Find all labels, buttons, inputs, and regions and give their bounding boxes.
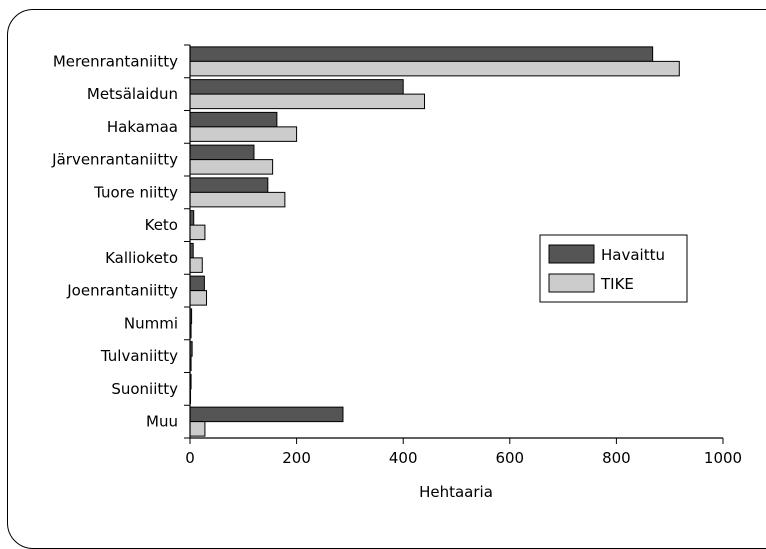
- x-axis-title: Hehtaaria: [419, 483, 493, 501]
- category-label: Metsälaidun: [87, 85, 178, 103]
- bar-chart: Merenrantaniitty Metsälaidun Hakamaa Järven…: [51, 44, 742, 501]
- legend-label-tike: TIKE: [600, 275, 634, 293]
- category-label: Tulvaniitty: [100, 347, 178, 365]
- category-label: Tuore niitty: [93, 183, 178, 201]
- category-label: Suoniitty: [111, 380, 178, 398]
- category-label: Järvenrantaniitty: [51, 151, 178, 169]
- x-tick-label: 200: [282, 449, 311, 467]
- bar-havaittu-3: [189, 144, 255, 161]
- bar-havaittu-1: [189, 79, 404, 95]
- bar-havaittu-0: [189, 46, 654, 62]
- axes-group: [184, 44, 724, 444]
- legend: Havaittu TIKE: [539, 234, 688, 303]
- category-label: Joenrantaniitty: [66, 282, 178, 300]
- bar-tike-3: [189, 159, 274, 175]
- category-label: Keto: [145, 216, 178, 234]
- bar-tike-6: [189, 257, 203, 273]
- tick-labels: 0 200 400 600 800 1000: [185, 449, 742, 467]
- category-label: Kallioketo: [105, 249, 178, 267]
- legend-label-havaittu: Havaittu: [601, 246, 665, 264]
- x-tick-label: 1000: [704, 449, 742, 467]
- x-tick-label: 600: [495, 449, 524, 467]
- bar-havaittu-7: [189, 275, 205, 292]
- bar-tike-4: [189, 191, 286, 208]
- bar-havaittu-2: [189, 111, 278, 128]
- x-tick-label: 400: [389, 449, 418, 467]
- bars-group: [189, 46, 680, 437]
- category-label: Muu: [146, 413, 178, 431]
- category-labels: Merenrantaniitty Metsälaidun Hakamaa Järven…: [51, 52, 178, 430]
- bar-tike-0: [189, 60, 680, 77]
- category-label: Nummi: [124, 314, 178, 332]
- bar-havaittu-4: [189, 177, 269, 193]
- bar-tike-5: [189, 224, 206, 241]
- bar-tike-7: [189, 290, 208, 306]
- bar-tike-2: [189, 126, 298, 142]
- category-label: Merenrantaniitty: [53, 52, 178, 70]
- category-label: Hakamaa: [107, 118, 178, 136]
- bar-tike-11: [189, 421, 206, 437]
- x-tick-label: 0: [185, 449, 195, 467]
- x-tick-label: 800: [602, 449, 631, 467]
- bar-havaittu-11: [189, 406, 344, 423]
- legend-swatch-havaittu: [548, 244, 595, 264]
- legend-swatch-tike: [548, 273, 595, 293]
- bar-tike-1: [189, 93, 426, 110]
